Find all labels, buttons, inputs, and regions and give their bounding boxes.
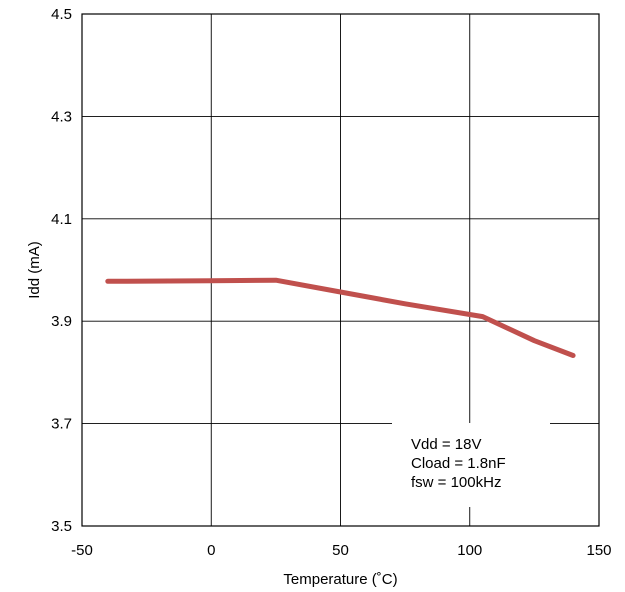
y-tick-label: 3.5 — [51, 518, 72, 535]
y-tick-label: 4.1 — [51, 211, 72, 228]
y-tick-label: 4.5 — [51, 6, 72, 23]
x-tick-label: 100 — [457, 542, 482, 559]
x-tick-label: 150 — [586, 542, 611, 559]
x-tick-labels: -50 0 50 100 150 — [71, 542, 611, 559]
y-tick-label: 3.9 — [51, 313, 72, 330]
x-tick-label: -50 — [71, 542, 93, 559]
annotation-line: Vdd = 18V — [411, 436, 481, 453]
series-layer — [105, 277, 576, 358]
y-axis-title: Idd (mA) — [26, 241, 43, 299]
x-tick-label: 0 — [207, 542, 215, 559]
annotation-box: Vdd = 18V Cload = 1.8nF fsw = 100kHz — [392, 423, 550, 507]
annotation-background — [392, 423, 550, 507]
plot-frame — [81, 13, 600, 527]
series-line — [105, 277, 576, 358]
x-tick-label: 50 — [332, 542, 349, 559]
annotation-line: fsw = 100kHz — [411, 474, 501, 491]
annotation-line: Cload = 1.8nF — [411, 455, 506, 472]
y-tick-labels: 3.5 3.7 3.9 4.1 4.3 4.5 — [51, 6, 72, 535]
y-tick-label: 4.3 — [51, 108, 72, 125]
grid — [82, 14, 599, 526]
y-tick-label: 3.7 — [51, 416, 72, 433]
x-axis-title: Temperature (˚C) — [283, 571, 397, 588]
